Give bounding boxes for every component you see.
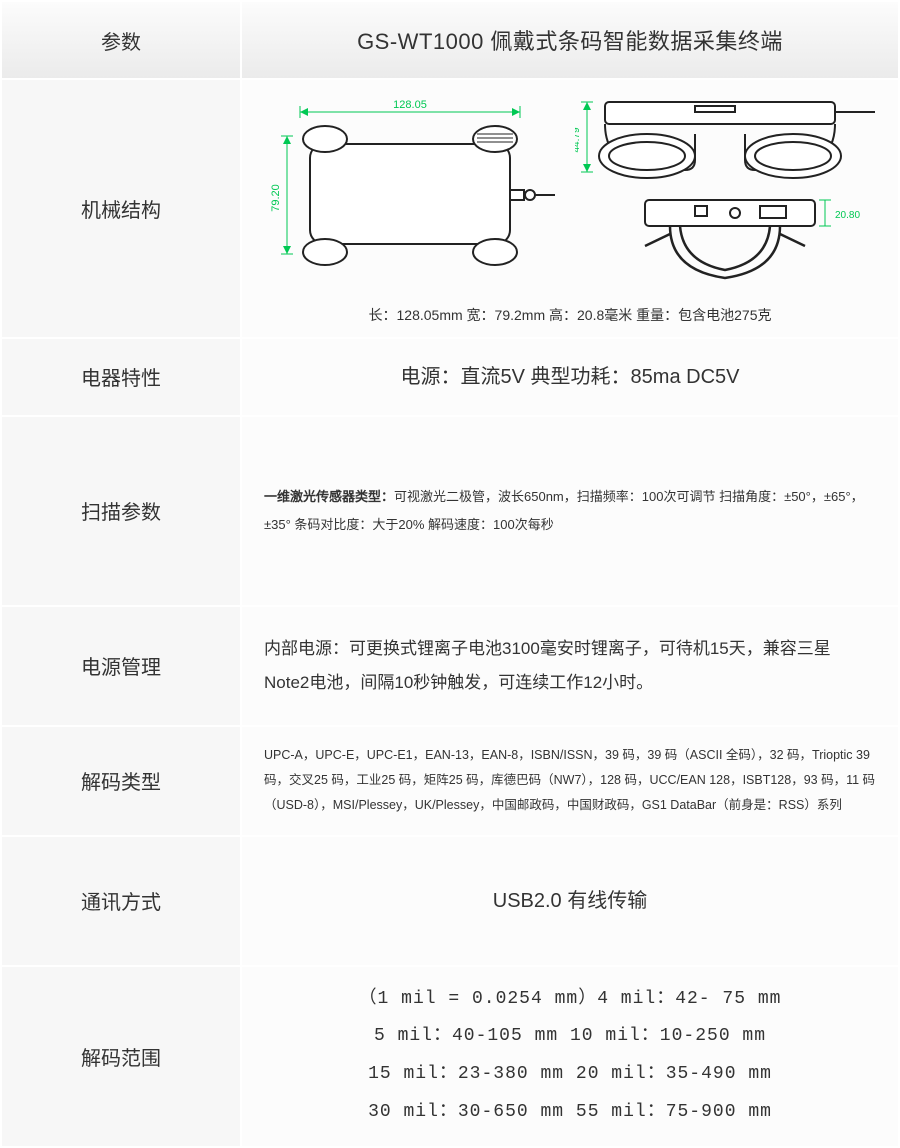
row-electrical: 电器特性 电源：直流5V 典型功耗：85ma DC5V — [1, 338, 899, 416]
label-decode-types: 解码类型 — [1, 726, 241, 836]
row-range: 解码范围 （1 mil = 0.0254 mm）4 mil：42- 75 mm … — [1, 966, 899, 1147]
diagram-top-view: 128.05 79.20 — [265, 94, 555, 284]
diagram-wrap: 128.05 79.20 — [250, 88, 890, 333]
label-mechanical: 机械结构 — [1, 79, 241, 338]
spec-table: 参数 GS-WT1000 佩戴式条码智能数据采集终端 机械结构 — [0, 0, 900, 1148]
diagram-front-view: 20.80 — [575, 190, 875, 290]
dim-top-height: 79.20 — [270, 184, 282, 212]
scan-bold-lead: 一维激光传感器类型： — [264, 489, 394, 504]
dim-front-h: 20.80 — [835, 210, 860, 221]
range-line2: 5 mil：40-105 mm 10 mil：10-250 mm — [264, 1018, 876, 1056]
diagram-right-col: 44.79 — [575, 94, 875, 290]
label-scan: 扫描参数 — [1, 416, 241, 606]
value-decode-types: UPC-A，UPC-E，UPC-E1，EAN-13，EAN-8，ISBN/ISS… — [241, 726, 899, 836]
value-power: 内部电源：可更换式锂离子电池3100毫安时锂离子，可待机15天，兼容三星Note… — [241, 606, 899, 726]
header-title: GS-WT1000 佩戴式条码智能数据采集终端 — [241, 1, 899, 79]
label-comm: 通讯方式 — [1, 836, 241, 966]
header-row: 参数 GS-WT1000 佩戴式条码智能数据采集终端 — [1, 1, 899, 79]
label-power: 电源管理 — [1, 606, 241, 726]
row-power: 电源管理 内部电源：可更换式锂离子电池3100毫安时锂离子，可待机15天，兼容三… — [1, 606, 899, 726]
diagram-row: 128.05 79.20 — [250, 88, 890, 290]
dim-top-width: 128.05 — [393, 99, 427, 111]
row-mechanical: 机械结构 128.05 — [1, 79, 899, 338]
header-param: 参数 — [1, 1, 241, 79]
diagram-side-view: 44.79 — [575, 94, 875, 184]
range-line3: 15 mil：23-380 mm 20 mil：35-490 mm — [264, 1056, 876, 1094]
row-comm: 通讯方式 USB2.0 有线传输 — [1, 836, 899, 966]
value-electrical: 电源：直流5V 典型功耗：85ma DC5V — [241, 338, 899, 416]
label-range: 解码范围 — [1, 966, 241, 1147]
range-line1: （1 mil = 0.0254 mm）4 mil：42- 75 mm — [264, 981, 876, 1019]
value-comm: USB2.0 有线传输 — [241, 836, 899, 966]
value-mechanical: 128.05 79.20 — [241, 79, 899, 338]
row-decode-types: 解码类型 UPC-A，UPC-E，UPC-E1，EAN-13，EAN-8，ISB… — [1, 726, 899, 836]
dim-side-h: 44.79 — [575, 127, 582, 152]
range-line4: 30 mil：30-650 mm 55 mil：75-900 mm — [264, 1094, 876, 1132]
value-scan: 一维激光传感器类型：可视激光二极管，波长650nm，扫描频率：100次可调节 扫… — [241, 416, 899, 606]
value-range: （1 mil = 0.0254 mm）4 mil：42- 75 mm 5 mil… — [241, 966, 899, 1147]
diagram-caption: 长：128.05mm 宽：79.2mm 高：20.8毫米 重量：包含电池275克 — [369, 296, 772, 333]
label-electrical: 电器特性 — [1, 338, 241, 416]
row-scan: 扫描参数 一维激光传感器类型：可视激光二极管，波长650nm，扫描频率：100次… — [1, 416, 899, 606]
